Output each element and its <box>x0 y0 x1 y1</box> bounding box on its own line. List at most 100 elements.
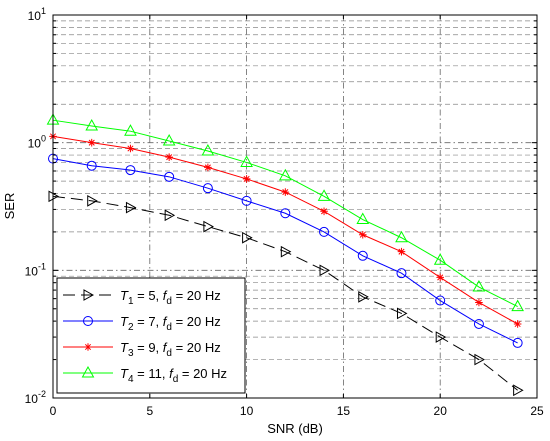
legend-entry-1: T1 = 5, fd = 20 Hz <box>63 288 221 307</box>
series-4-point <box>395 230 408 243</box>
legend-label: T1 = 5, fd = 20 Hz <box>120 288 221 307</box>
legend-marker <box>83 316 93 326</box>
legend-label-f: f <box>163 340 168 355</box>
y-tick-base: 10 <box>25 264 39 278</box>
y-tick-exponent: 0 <box>41 134 46 144</box>
legend-label: T3 = 9, fd = 20 Hz <box>120 340 221 359</box>
legend-label-f: f <box>163 314 168 329</box>
series-2-point <box>202 183 213 194</box>
series-2-point <box>280 208 291 219</box>
y-tick-base: 10 <box>28 137 42 151</box>
x-axis-title: SNR (dB) <box>267 421 323 436</box>
grid-lines <box>53 15 537 398</box>
y-tick-base: 10 <box>25 392 39 406</box>
series-2-point <box>357 250 368 261</box>
y-tick-label: 10-2 <box>25 389 46 406</box>
legend-label: T4 = 11, fd = 20 Hz <box>120 366 227 385</box>
series-2-point <box>396 268 407 279</box>
series-4-point <box>240 155 253 167</box>
series-3-point <box>281 188 290 196</box>
legend-label-mid: = 7, <box>134 314 163 329</box>
legend-label-tail: = 20 Hz <box>172 288 221 303</box>
series-4-point <box>124 124 137 136</box>
legend-label-T: T <box>120 288 129 303</box>
series-2-point <box>164 171 175 182</box>
x-tick-label: 25 <box>530 404 544 418</box>
series-2-point <box>86 160 97 171</box>
legend-label-fsub: d <box>173 374 179 385</box>
plot-frame <box>52 14 538 399</box>
x-tick-label: 20 <box>434 404 448 418</box>
series-3-point <box>242 175 251 183</box>
legend-label-f: f <box>169 366 174 381</box>
legend-marker <box>83 289 95 301</box>
legend-label-fsub: d <box>166 296 172 307</box>
series-1-point <box>87 195 98 207</box>
series-1-point <box>242 231 253 244</box>
series-4 <box>46 113 524 312</box>
series-2-line <box>52 158 518 344</box>
series-3-point <box>165 153 173 161</box>
x-tick-label: 15 <box>337 404 351 418</box>
series-1-point <box>319 264 331 277</box>
legend-label: T2 = 7, fd = 20 Hz <box>120 314 221 333</box>
series-4-point <box>162 133 176 146</box>
legend-entry-4: T4 = 11, fd = 20 Hz <box>63 365 227 385</box>
legend-label-T: T <box>120 366 129 381</box>
series-4-point <box>201 143 215 156</box>
legend-label-mid: = 11, <box>134 366 170 381</box>
series-1-point <box>203 220 214 233</box>
series-layer <box>46 113 524 397</box>
y-tick-exponent: -1 <box>38 261 46 271</box>
legend-label-mid: = 9, <box>134 340 163 355</box>
series-1-point <box>474 353 485 366</box>
series-1-point <box>164 209 176 222</box>
series-4-point <box>511 299 524 312</box>
series-2-point <box>241 195 252 206</box>
legend-label-T: T <box>120 314 129 329</box>
legend-label-tail: = 20 Hz <box>172 314 221 329</box>
legend-marker <box>81 365 95 378</box>
series-3-point <box>475 298 483 307</box>
legend-label-tail: = 20 Hz <box>172 340 221 355</box>
series-4-point <box>356 212 370 225</box>
series-1-point <box>513 384 524 397</box>
series-4-point <box>278 168 292 181</box>
series-2-point <box>125 165 136 176</box>
x-tick-label: 10 <box>240 404 254 418</box>
series-2-point <box>435 295 446 306</box>
legend-label-sub: 2 <box>128 322 134 333</box>
series-4-point <box>317 189 331 201</box>
legend-label-fsub: d <box>166 348 172 359</box>
series-1-line <box>52 195 518 391</box>
legend-label-f: f <box>163 288 168 303</box>
series-4-point <box>433 253 447 265</box>
y-axis-title: SER <box>2 193 17 220</box>
series-1 <box>48 190 524 397</box>
x-tick-label: 0 <box>50 404 57 418</box>
y-tick-label: 100 <box>28 134 46 151</box>
legend-label-fsub: d <box>166 322 172 333</box>
series-1-point <box>435 331 447 343</box>
series-1-point <box>125 201 137 214</box>
y-tick-base: 10 <box>28 9 42 23</box>
series-3-point <box>87 138 96 147</box>
legend-label-mid: = 5, <box>134 288 163 303</box>
series-2 <box>48 153 523 348</box>
series-4-line <box>52 119 518 308</box>
series-3-point <box>126 144 135 153</box>
series-3-point <box>513 320 522 328</box>
x-tick-label: 5 <box>146 404 153 418</box>
series-2-point <box>473 318 484 329</box>
series-3-point <box>358 230 367 239</box>
series-1-point <box>396 307 408 320</box>
legend-entry-3: T3 = 9, fd = 20 Hz <box>63 340 221 359</box>
series-2-point <box>512 337 523 348</box>
legend-label-T: T <box>120 340 129 355</box>
legend-label-sub: 1 <box>128 296 134 307</box>
y-tick-label: 10-1 <box>25 261 46 278</box>
y-tick-label: 101 <box>28 6 46 23</box>
